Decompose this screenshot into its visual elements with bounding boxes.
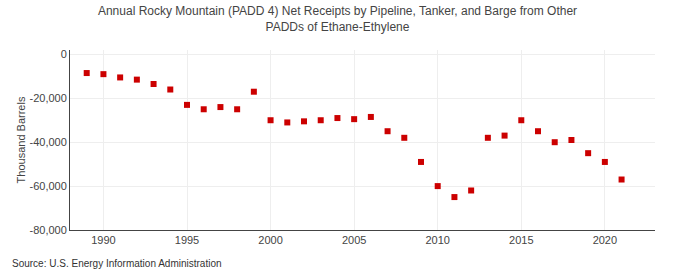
svg-text:-40,000: -40,000 [29, 136, 66, 148]
svg-text:0: 0 [61, 48, 67, 60]
svg-text:-80,000: -80,000 [29, 224, 66, 236]
svg-text:Source: U.S. Energy Informatio: Source: U.S. Energy Information Administ… [12, 258, 222, 269]
svg-text:2015: 2015 [509, 234, 533, 246]
svg-text:2000: 2000 [258, 234, 282, 246]
svg-text:-60,000: -60,000 [29, 180, 66, 192]
svg-text:Thousand Barrels: Thousand Barrels [15, 96, 27, 183]
svg-text:1990: 1990 [91, 234, 115, 246]
svg-text:2010: 2010 [425, 234, 449, 246]
svg-text:Annual Rocky Mountain (PADD 4): Annual Rocky Mountain (PADD 4) Net Recei… [98, 4, 577, 34]
svg-text:1995: 1995 [175, 234, 199, 246]
svg-text:-20,000: -20,000 [29, 92, 66, 104]
svg-text:2005: 2005 [342, 234, 366, 246]
svg-text:2020: 2020 [593, 234, 617, 246]
